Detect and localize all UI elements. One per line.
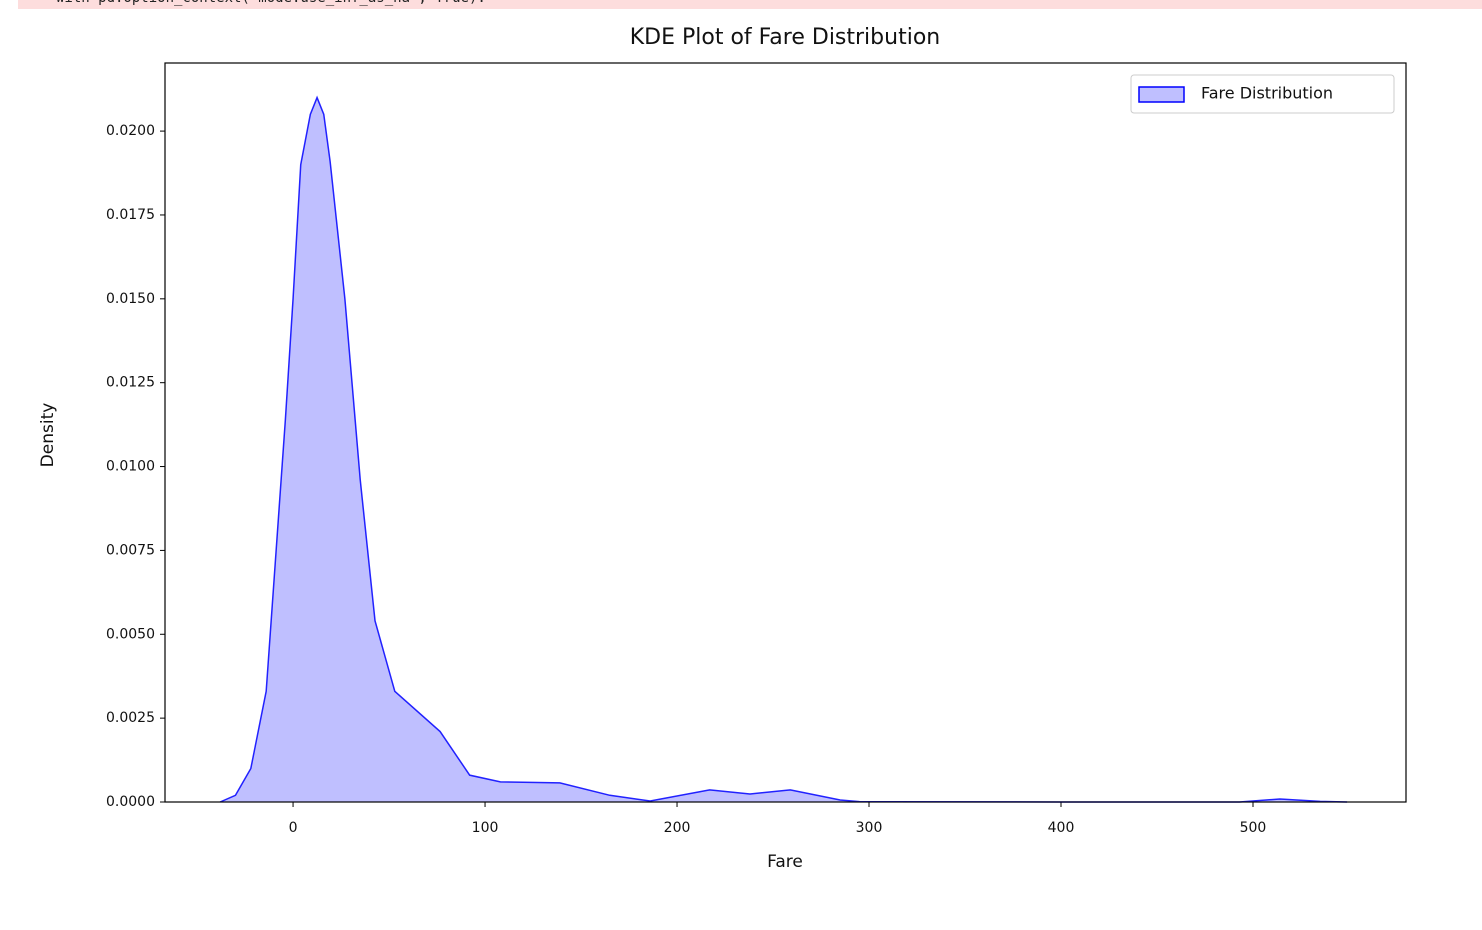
x-tick-label: 200: [664, 820, 691, 836]
y-tick-label: 0.0050: [106, 626, 155, 642]
warning-banner: with pd.option_context('mode.use_inf_as_…: [18, 0, 1482, 9]
y-tick-label: 0.0200: [106, 123, 155, 139]
x-tick-label: 100: [472, 820, 499, 836]
chart-title: KDE Plot of Fare Distribution: [630, 25, 940, 50]
x-tick-label: 300: [856, 820, 883, 836]
legend-label: Fare Distribution: [1201, 84, 1333, 103]
legend-box: [1130, 74, 1395, 114]
y-tick-label: 0.0025: [106, 710, 155, 726]
y-tick-label: 0.0125: [106, 375, 155, 391]
x-tick-label: 500: [1240, 820, 1267, 836]
plot-frame: [164, 62, 1407, 803]
y-tick-label: 0.0175: [106, 207, 155, 223]
y-tick-label: 0.0075: [106, 542, 155, 558]
y-axis-label: Density: [38, 403, 58, 468]
y-tick-label: 0.0100: [106, 459, 155, 475]
y-tick-label: 0.0150: [106, 291, 155, 307]
x-axis-label: Fare: [767, 852, 803, 872]
warning-text: with pd.option_context('mode.use_inf_as_…: [56, 0, 486, 6]
legend-swatch: [1138, 86, 1185, 103]
x-tick-label: 400: [1048, 820, 1075, 836]
y-tick-label: 0.0000: [106, 794, 155, 810]
x-tick-label: 0: [289, 820, 298, 836]
kde-area: [220, 97, 1348, 803]
